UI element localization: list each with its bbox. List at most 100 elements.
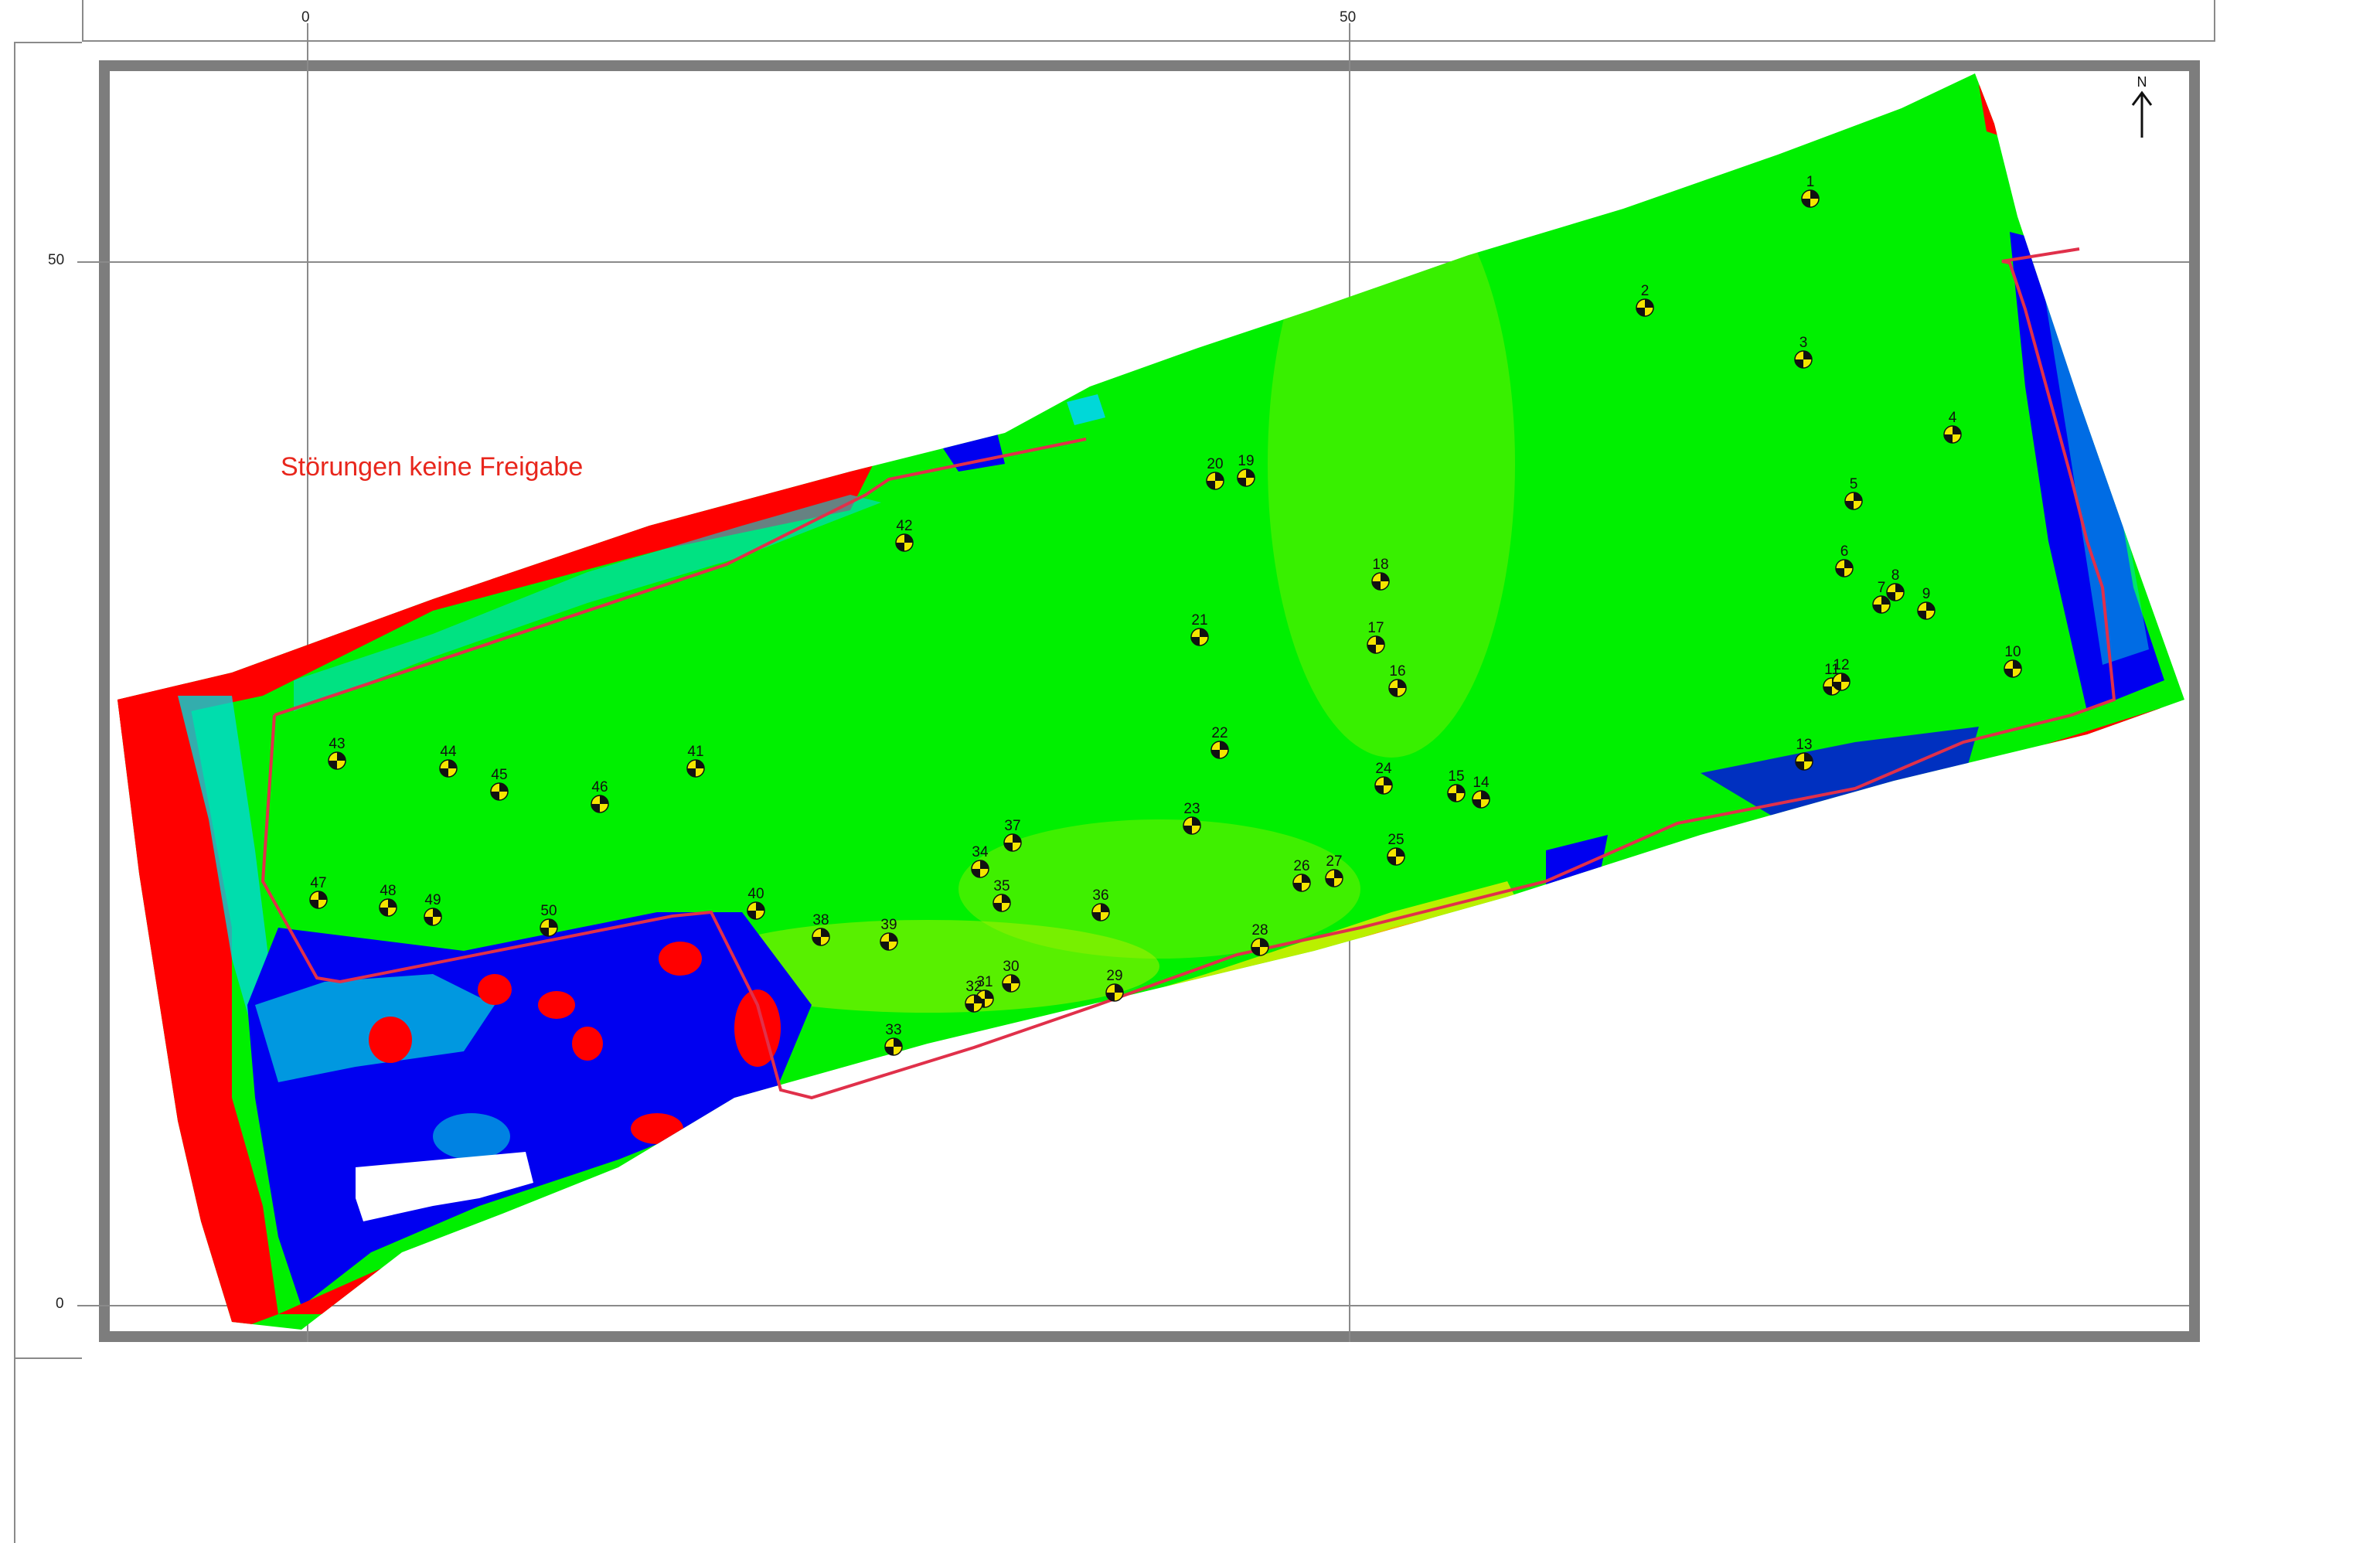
survey-point-label: 13 [1796, 737, 1812, 753]
survey-point-13[interactable]: 13 [1795, 737, 1813, 771]
survey-point-label: 40 [747, 886, 764, 902]
survey-point-8[interactable]: 8 [1886, 567, 1905, 601]
survey-point-label: 7 [1878, 580, 1886, 596]
left-coordinate-ruler [14, 42, 82, 1359]
survey-point-20[interactable]: 20 [1206, 456, 1224, 490]
survey-point-33[interactable]: 33 [884, 1022, 903, 1056]
north-label: N [2137, 74, 2147, 90]
survey-point-label: 31 [976, 974, 993, 990]
survey-point-19[interactable]: 19 [1237, 453, 1255, 487]
survey-point-label: 29 [1106, 968, 1122, 984]
survey-point-label: 32 [965, 979, 982, 995]
survey-point-1[interactable]: 1 [1801, 174, 1820, 208]
survey-point-18[interactable]: 18 [1371, 557, 1390, 591]
survey-point-37[interactable]: 37 [1003, 818, 1022, 852]
survey-point-40[interactable]: 40 [747, 886, 765, 920]
survey-points: 1234567891011121314151617181920212223242… [309, 174, 2022, 1056]
survey-point-27[interactable]: 27 [1325, 853, 1343, 887]
survey-point-15[interactable]: 15 [1447, 768, 1466, 802]
survey-point-16[interactable]: 16 [1388, 663, 1407, 697]
survey-point-label: 21 [1191, 612, 1207, 628]
survey-point-label: 49 [424, 892, 441, 908]
survey-point-38[interactable]: 38 [812, 912, 830, 946]
survey-point-label: 50 [540, 903, 557, 919]
survey-point-6[interactable]: 6 [1835, 543, 1854, 577]
survey-point-17[interactable]: 17 [1367, 620, 1385, 654]
survey-point-28[interactable]: 28 [1251, 922, 1269, 956]
survey-point-label: 20 [1207, 456, 1223, 472]
survey-point-label: 28 [1251, 922, 1268, 938]
survey-point-label: 1 [1806, 174, 1815, 190]
annotation-label: Störungen keine Freigabe [281, 452, 584, 482]
survey-point-label: 36 [1092, 887, 1108, 904]
survey-point-10[interactable]: 10 [2004, 644, 2022, 678]
survey-point-label: 6 [1840, 543, 1849, 560]
survey-point-44[interactable]: 44 [439, 744, 458, 778]
survey-point-label: 8 [1891, 567, 1900, 584]
survey-point-label: 5 [1850, 476, 1858, 492]
survey-point-39[interactable]: 39 [880, 917, 898, 951]
survey-point-24[interactable]: 24 [1374, 761, 1393, 795]
survey-point-label: 41 [687, 744, 703, 760]
survey-point-46[interactable]: 46 [591, 779, 609, 813]
survey-point-label: 34 [972, 844, 989, 860]
survey-point-47[interactable]: 47 [309, 875, 328, 909]
survey-point-48[interactable]: 48 [379, 883, 397, 917]
survey-point-label: 23 [1183, 801, 1200, 817]
survey-point-50[interactable]: 50 [540, 903, 558, 937]
survey-point-7[interactable]: 7 [1872, 580, 1891, 614]
survey-point-29[interactable]: 29 [1105, 968, 1124, 1002]
survey-point-label: 11 [1824, 662, 1840, 678]
survey-point-43[interactable]: 43 [328, 736, 346, 770]
survey-point-label: 14 [1473, 775, 1490, 791]
north-arrow-icon: N [2131, 74, 2153, 138]
survey-point-23[interactable]: 23 [1183, 801, 1201, 835]
survey-point-5[interactable]: 5 [1844, 476, 1863, 510]
survey-point-label: 47 [310, 875, 326, 891]
survey-point-42[interactable]: 42 [895, 518, 914, 552]
survey-point-14[interactable]: 14 [1472, 775, 1490, 809]
survey-point-label: 17 [1367, 620, 1384, 636]
page-margin-line [14, 1357, 15, 1543]
survey-point-32[interactable]: 32 [965, 979, 983, 1013]
x-tick-50: 50 [1340, 9, 1357, 26]
survey-point-2[interactable]: 2 [1636, 283, 1654, 317]
survey-point-41[interactable]: 41 [686, 744, 705, 778]
survey-point-36[interactable]: 36 [1091, 887, 1110, 921]
survey-point-label: 46 [591, 779, 608, 795]
survey-point-45[interactable]: 45 [490, 767, 509, 801]
survey-point-label: 4 [1949, 410, 1957, 426]
survey-point-label: 37 [1004, 818, 1020, 834]
survey-point-21[interactable]: 21 [1190, 612, 1209, 646]
top-coordinate-ruler [82, 0, 2215, 42]
survey-point-label: 18 [1372, 557, 1388, 573]
survey-point-label: 10 [2004, 644, 2021, 660]
survey-point-25[interactable]: 25 [1387, 832, 1405, 866]
survey-point-label: 44 [440, 744, 457, 760]
survey-point-9[interactable]: 9 [1917, 586, 1936, 620]
survey-point-26[interactable]: 26 [1292, 858, 1311, 892]
no-clearance-boundary [260, 247, 2116, 1100]
survey-point-label: 26 [1293, 858, 1309, 874]
y-tick-50: 50 [48, 252, 65, 268]
survey-point-label: 19 [1238, 453, 1254, 469]
survey-point-label: 48 [380, 883, 396, 899]
x-tick-0: 0 [301, 9, 310, 26]
survey-point-label: 15 [1448, 768, 1464, 785]
survey-point-label: 24 [1375, 761, 1392, 777]
survey-point-22[interactable]: 22 [1210, 725, 1229, 759]
survey-point-35[interactable]: 35 [993, 878, 1011, 912]
survey-point-4[interactable]: 4 [1943, 410, 1962, 444]
survey-point-30[interactable]: 30 [1002, 959, 1020, 993]
survey-point-3[interactable]: 3 [1794, 335, 1813, 369]
survey-point-label: 30 [1003, 959, 1019, 975]
survey-point-12[interactable]: 12 [1832, 657, 1851, 691]
survey-point-label: 39 [880, 917, 897, 933]
survey-point-label: 2 [1641, 283, 1650, 299]
survey-point-49[interactable]: 49 [424, 892, 442, 926]
survey-point-label: 43 [329, 736, 345, 752]
survey-point-label: 45 [491, 767, 507, 783]
survey-point-label: 33 [885, 1022, 901, 1038]
survey-point-34[interactable]: 34 [971, 844, 989, 878]
